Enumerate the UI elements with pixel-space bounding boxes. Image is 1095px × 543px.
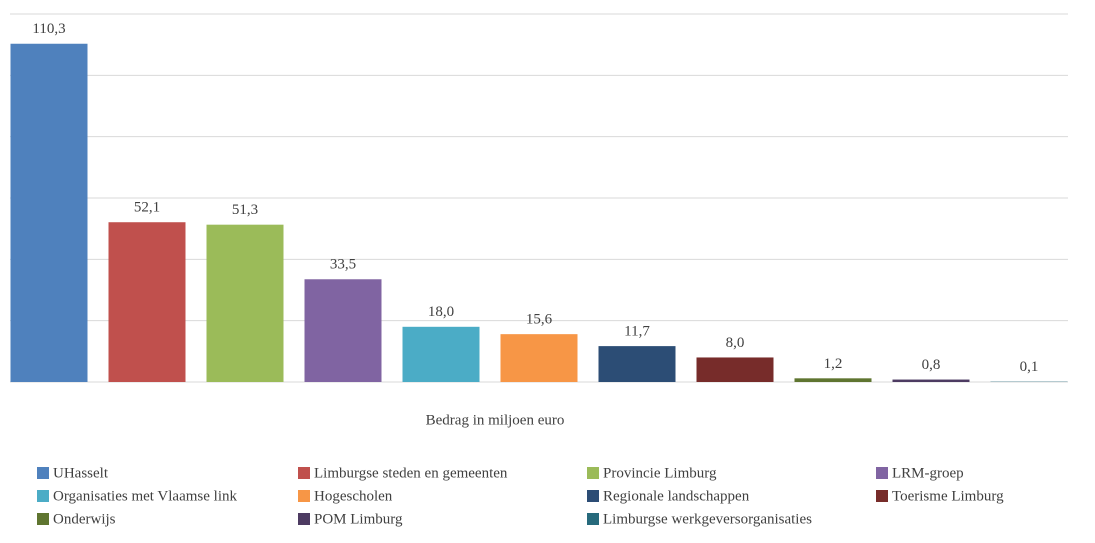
legend-swatch — [587, 467, 599, 479]
legend-label: LRM-groep — [892, 465, 964, 481]
value-label: 0,1 — [1020, 359, 1039, 375]
value-label: 52,1 — [134, 200, 160, 216]
bar — [304, 279, 382, 382]
bar — [108, 222, 186, 382]
legend-swatch — [587, 490, 599, 502]
legend-label: UHasselt — [53, 465, 109, 481]
legend-swatch — [876, 490, 888, 502]
legend-label: POM Limburg — [314, 511, 403, 527]
value-label: 18,0 — [428, 304, 454, 320]
legend-label: Organisaties met Vlaamse link — [53, 488, 237, 504]
bar — [696, 357, 774, 382]
value-label: 110,3 — [32, 21, 65, 37]
legend-label: Toerisme Limburg — [892, 488, 1004, 504]
bar — [500, 334, 578, 382]
legend-swatch — [876, 467, 888, 479]
legend-swatch — [298, 513, 310, 525]
value-label: 33,5 — [330, 257, 356, 273]
value-label: 15,6 — [526, 312, 553, 328]
value-label: 1,2 — [824, 356, 843, 372]
x-axis-label: Bedrag in miljoen euro — [426, 412, 565, 428]
legend-label: Limburgse werkgeversorganisaties — [603, 511, 812, 527]
legend-swatch — [298, 490, 310, 502]
legend-swatch — [37, 467, 49, 479]
value-label: 0,8 — [922, 357, 941, 373]
legend-swatch — [37, 513, 49, 525]
bar — [598, 346, 676, 382]
bar — [892, 379, 970, 382]
legend-swatch — [298, 467, 310, 479]
legend-label: Limburgse steden en gemeenten — [314, 465, 508, 481]
legend-label: Provincie Limburg — [603, 465, 717, 481]
bar — [206, 224, 284, 382]
bar — [794, 378, 872, 382]
value-label: 11,7 — [624, 324, 650, 340]
legend-label: Regionale landschappen — [603, 488, 750, 504]
value-label: 51,3 — [232, 202, 258, 218]
legend-swatch — [587, 513, 599, 525]
legend-label: Hogescholen — [314, 488, 393, 504]
value-label: 8,0 — [726, 335, 745, 351]
bar — [10, 43, 88, 382]
bar — [402, 326, 480, 382]
legend-label: Onderwijs — [53, 511, 116, 527]
legend-swatch — [37, 490, 49, 502]
